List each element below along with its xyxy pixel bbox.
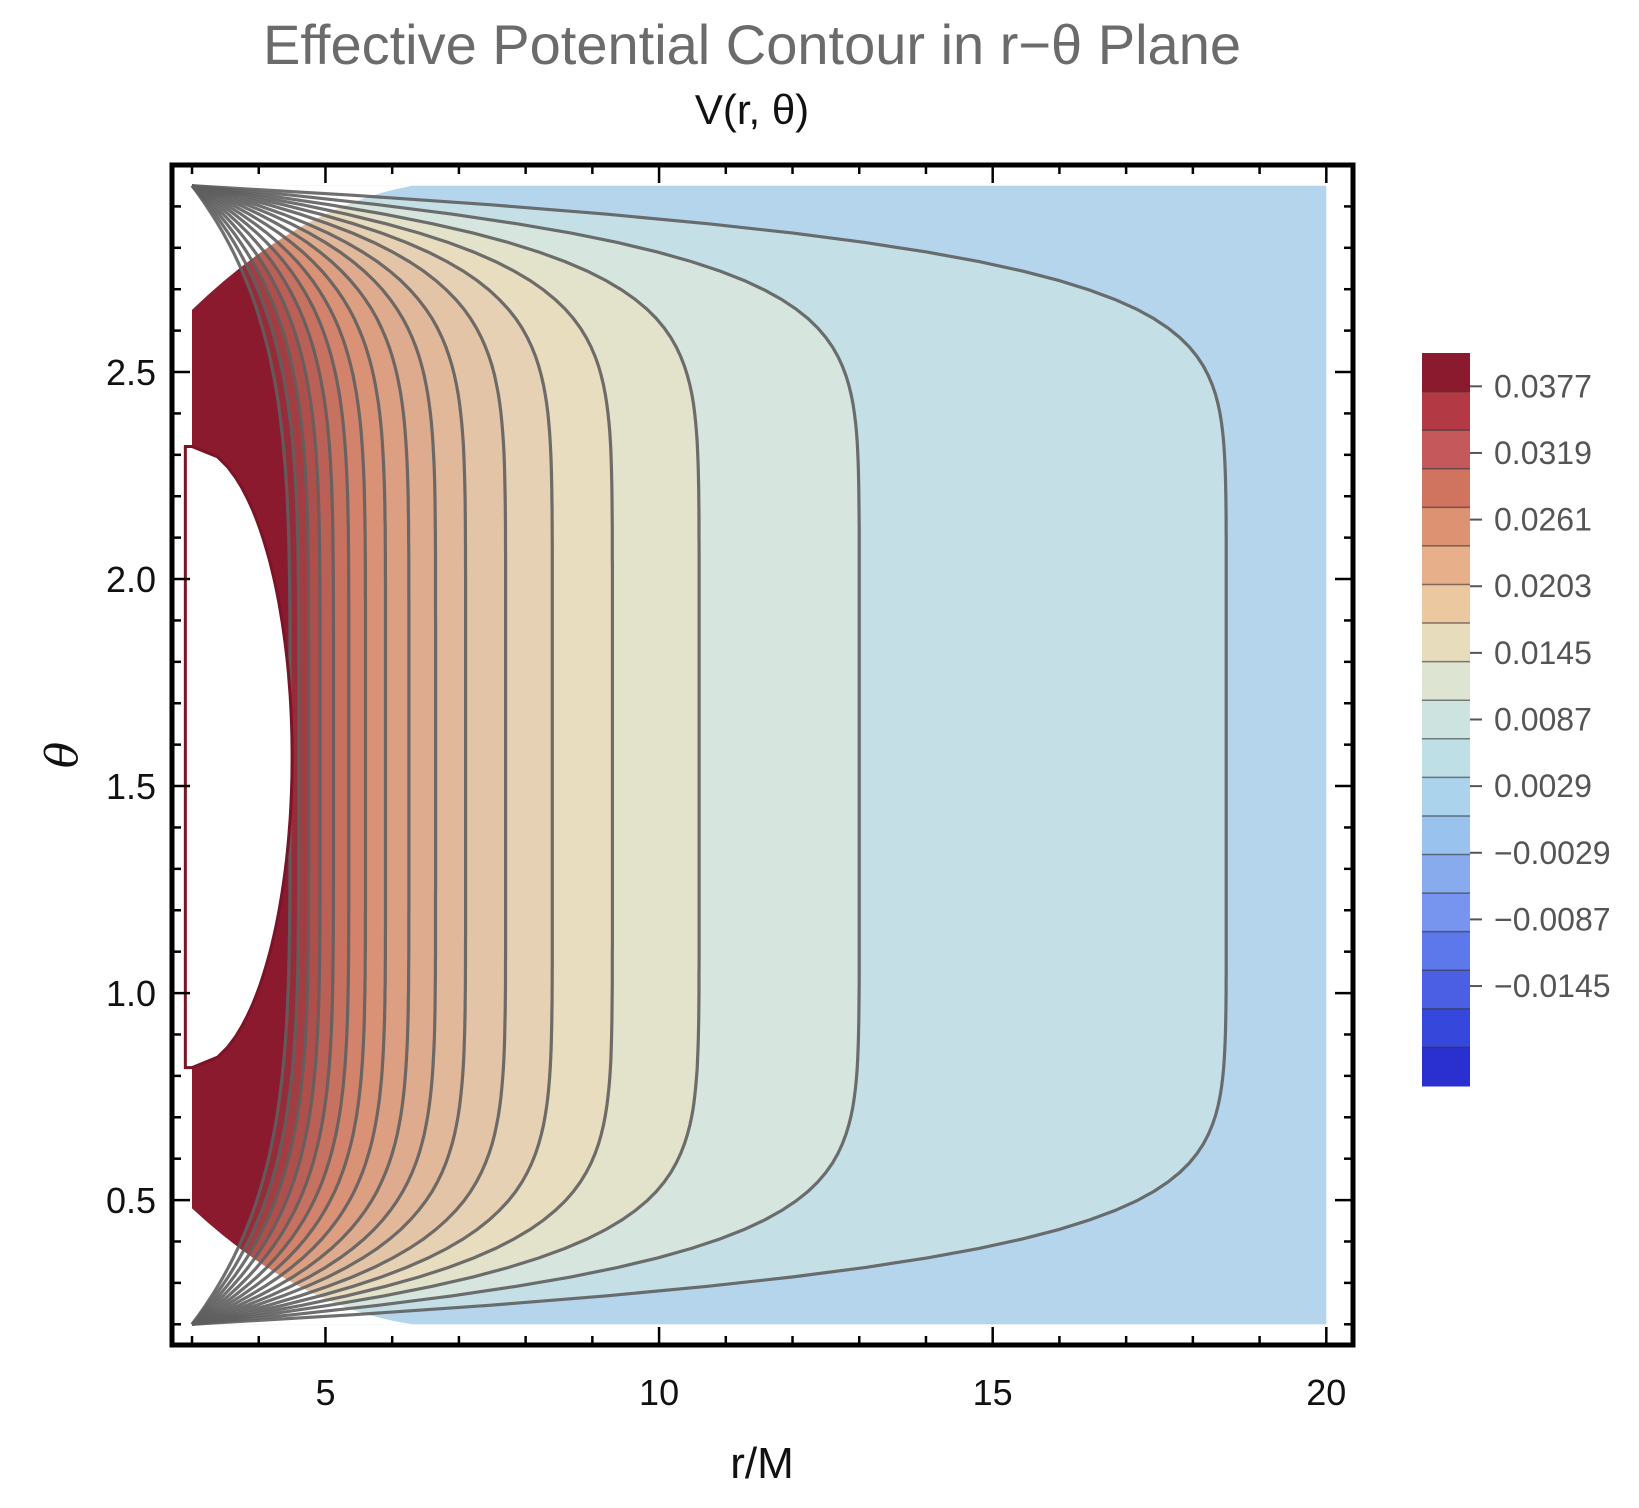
contour-line	[190, 184, 311, 1326]
colorbar-swatch	[1422, 507, 1470, 547]
colorbar-swatch	[1422, 584, 1470, 624]
contour-line	[191, 184, 1228, 1326]
colorbar-label: 0.0029	[1494, 768, 1592, 804]
axis-ticks: 5 10 15 20 0.5 1.0 1.5 2.0 2.5	[106, 165, 1353, 1413]
chart-title: Effective Potential Contour in r−θ Plane	[263, 13, 1241, 76]
colorbar-swatch	[1422, 430, 1470, 470]
colorbar-swatch	[1422, 545, 1470, 585]
contour-line	[191, 184, 468, 1326]
colorbar-swatch	[1422, 468, 1470, 508]
colorbar-swatch	[1422, 623, 1470, 663]
colorbar-label: 0.0087	[1494, 702, 1592, 738]
colorbar-swatch	[1422, 815, 1470, 856]
colorbar-swatch	[1422, 661, 1470, 701]
colorbar-swatch	[1422, 700, 1470, 740]
contour-line	[191, 184, 861, 1326]
contour-line	[191, 184, 351, 1326]
colorbar-label: −0.0029	[1494, 835, 1611, 871]
contour-line	[191, 184, 554, 1326]
colorbar-label: 0.0377	[1494, 368, 1592, 404]
contour-line	[191, 184, 508, 1326]
colorbar-label: −0.0087	[1494, 901, 1611, 937]
chart-subtitle: V(r, θ)	[695, 86, 809, 133]
x-axis-label: r/M	[730, 1439, 794, 1488]
colorbar-swatch	[1422, 738, 1470, 778]
x-tick-label: 5	[315, 1372, 335, 1413]
contour-line	[190, 184, 322, 1326]
contour-line	[191, 184, 336, 1326]
colorbar-legend: 0.0377 0.0319 0.0261 0.0203 0.0145 0.0087 0.00…	[1422, 353, 1611, 1087]
colorbar-label: 0.0319	[1494, 435, 1592, 471]
contour-line	[191, 184, 411, 1326]
x-tick-label: 10	[639, 1372, 679, 1413]
plot-frame	[169, 162, 1356, 1348]
y-axis-label: θ	[37, 742, 88, 769]
y-tick-label: 1.0	[106, 973, 156, 1014]
colorbar-label: 0.0203	[1494, 568, 1592, 604]
colorbar-label: 0.0145	[1494, 635, 1592, 671]
colorbar-swatch	[1422, 777, 1470, 817]
y-tick-label: 2.5	[106, 352, 156, 393]
colorbar-swatch	[1422, 893, 1470, 933]
colorbar-label: 0.0261	[1494, 502, 1592, 538]
y-tick-label: 2.0	[106, 559, 156, 600]
colorbar-swatch	[1422, 391, 1470, 431]
excluded-region	[183, 444, 294, 1070]
colorbar-swatch	[1422, 1008, 1470, 1048]
x-tick-label: 15	[973, 1372, 1013, 1413]
contour-line	[191, 184, 388, 1326]
contour-line	[191, 184, 614, 1326]
contour-line	[190, 184, 301, 1326]
contour-line	[191, 184, 368, 1326]
colorbar-swatch	[1422, 931, 1470, 971]
colorbar-swatch	[1422, 1047, 1470, 1087]
contour-line	[191, 184, 438, 1326]
colorbar-label: −0.0145	[1494, 968, 1611, 1004]
y-tick-label: 1.5	[106, 766, 156, 807]
colorbar-swatch	[1422, 854, 1470, 894]
contour-layer	[183, 184, 1327, 1326]
x-tick-label: 20	[1306, 1372, 1346, 1413]
colorbar-swatch	[1422, 353, 1470, 393]
contour-line	[191, 184, 701, 1326]
y-tick-label: 0.5	[106, 1180, 156, 1221]
colorbar-swatch	[1422, 970, 1470, 1010]
